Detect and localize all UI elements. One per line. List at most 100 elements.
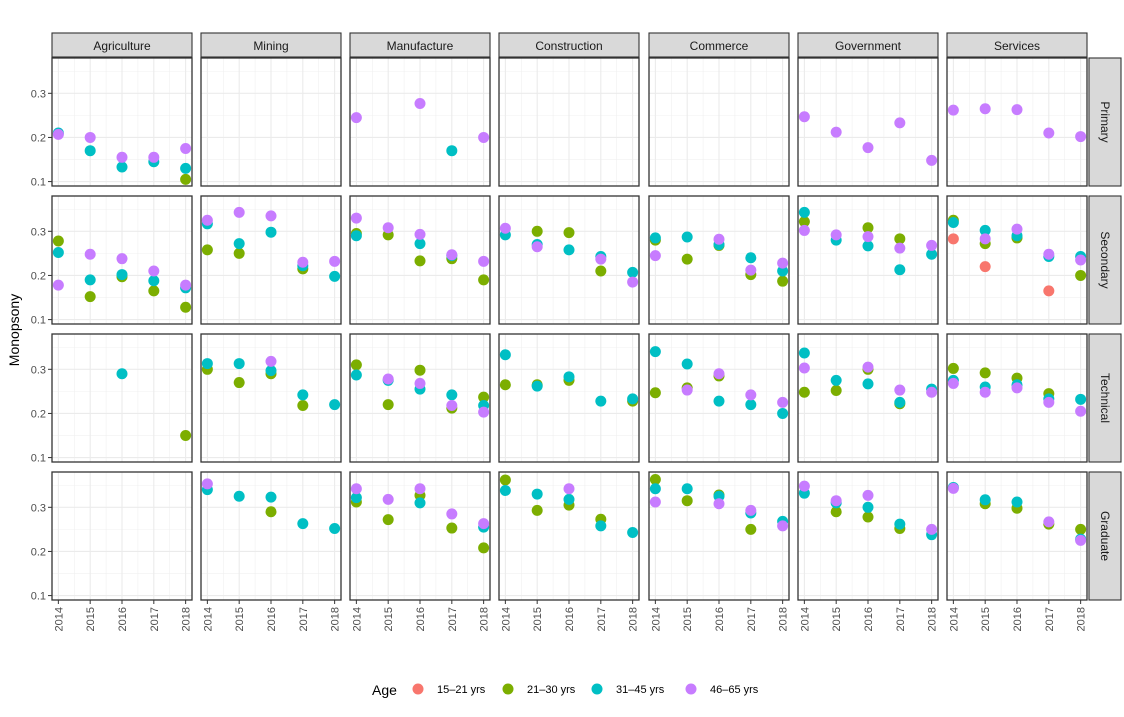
data-point — [265, 365, 277, 377]
data-point — [1075, 131, 1087, 143]
data-point — [947, 104, 959, 116]
data-point — [1011, 496, 1023, 508]
data-point — [52, 235, 64, 247]
data-point — [116, 368, 128, 380]
y-tick-label: 0.1 — [31, 591, 46, 603]
data-point — [414, 255, 426, 267]
data-point — [745, 389, 757, 401]
data-point — [563, 244, 575, 256]
data-point — [798, 386, 810, 398]
legend-label: 15–21 yrs — [437, 684, 486, 696]
data-point — [478, 274, 490, 286]
data-point — [894, 242, 906, 254]
x-tick-label: 2016 — [266, 607, 278, 631]
data-point — [649, 346, 661, 358]
legend-label: 46–65 yrs — [710, 684, 759, 696]
data-point — [265, 210, 277, 222]
data-point — [478, 255, 490, 267]
data-point — [478, 542, 490, 554]
data-point — [681, 495, 693, 507]
data-point — [350, 483, 362, 495]
x-tick-label: 2014 — [351, 607, 363, 631]
data-point — [894, 384, 906, 396]
y-axis-title: Monopsony — [6, 294, 22, 366]
panel-border — [797, 333, 939, 463]
panel-border — [349, 195, 491, 325]
data-point — [446, 400, 458, 412]
data-point — [233, 238, 245, 250]
x-tick-label: 2014 — [53, 607, 65, 631]
data-point — [830, 506, 842, 518]
facet-strip-label: Secondary — [1098, 231, 1112, 288]
data-point — [798, 111, 810, 123]
facet-strip-technical — [1088, 333, 1122, 463]
data-point — [1011, 104, 1023, 116]
x-tick-label: 2018 — [628, 607, 640, 631]
data-point — [745, 399, 757, 411]
x-tick-label: 2018 — [927, 607, 939, 631]
data-point — [830, 374, 842, 386]
data-point — [681, 253, 693, 265]
panel-border — [51, 333, 193, 463]
data-point — [414, 364, 426, 376]
data-point — [233, 377, 245, 389]
x-tick-label: 2016 — [117, 607, 129, 631]
data-point — [862, 222, 874, 234]
data-point — [894, 396, 906, 408]
data-point — [798, 216, 810, 228]
data-point — [350, 369, 362, 381]
x-tick-label: 2015 — [85, 607, 97, 631]
x-tick-label: 2016 — [564, 607, 576, 631]
data-point — [947, 233, 959, 245]
data-point — [745, 504, 757, 516]
data-point — [414, 483, 426, 495]
data-point — [713, 498, 725, 510]
panel-border — [946, 333, 1088, 463]
panel-border — [200, 195, 342, 325]
panel-border — [200, 333, 342, 463]
data-point — [979, 494, 991, 506]
data-point — [233, 206, 245, 218]
data-point — [862, 489, 874, 501]
data-point — [84, 291, 96, 303]
facet-strip-label: Primary — [1098, 101, 1112, 142]
facet-strip-label: Mining — [253, 39, 288, 53]
data-point — [862, 361, 874, 373]
data-point — [148, 275, 160, 287]
facet-strip-primary — [1088, 57, 1122, 187]
data-point — [531, 241, 543, 253]
data-point — [777, 265, 789, 277]
data-point — [649, 250, 661, 262]
legend: Age 15–21 yrs 21–30 yrs 31–45 yrs 46–65 yrs — [372, 682, 759, 698]
data-point — [1075, 393, 1087, 405]
data-point — [446, 508, 458, 520]
x-tick-label: 2016 — [415, 607, 427, 631]
data-point — [148, 285, 160, 297]
data-point — [745, 264, 757, 276]
x-tick-label: 2015 — [831, 607, 843, 631]
data-point — [116, 151, 128, 163]
data-point — [446, 249, 458, 261]
data-point — [649, 387, 661, 399]
data-point — [499, 379, 511, 391]
panel-border — [946, 57, 1088, 187]
data-point — [297, 389, 309, 401]
data-point — [350, 230, 362, 242]
data-point — [148, 265, 160, 277]
x-tick-label: 2014 — [500, 607, 512, 631]
y-tick-label: 0.1 — [31, 315, 46, 327]
data-point — [478, 391, 490, 403]
legend-key-46-65 — [685, 683, 697, 695]
data-point — [894, 117, 906, 129]
x-tick-label: 2018 — [1076, 607, 1088, 631]
x-tick-label: 2018 — [181, 607, 193, 631]
panel-border — [797, 57, 939, 187]
data-point — [1043, 285, 1055, 297]
facet-strip-commerce — [648, 32, 790, 58]
data-point — [798, 480, 810, 492]
legend-label: 21–30 yrs — [527, 684, 576, 696]
data-point — [180, 142, 192, 154]
facet-strip-label: Graduate — [1098, 511, 1112, 561]
panel-border — [200, 57, 342, 187]
data-point — [1043, 396, 1055, 408]
